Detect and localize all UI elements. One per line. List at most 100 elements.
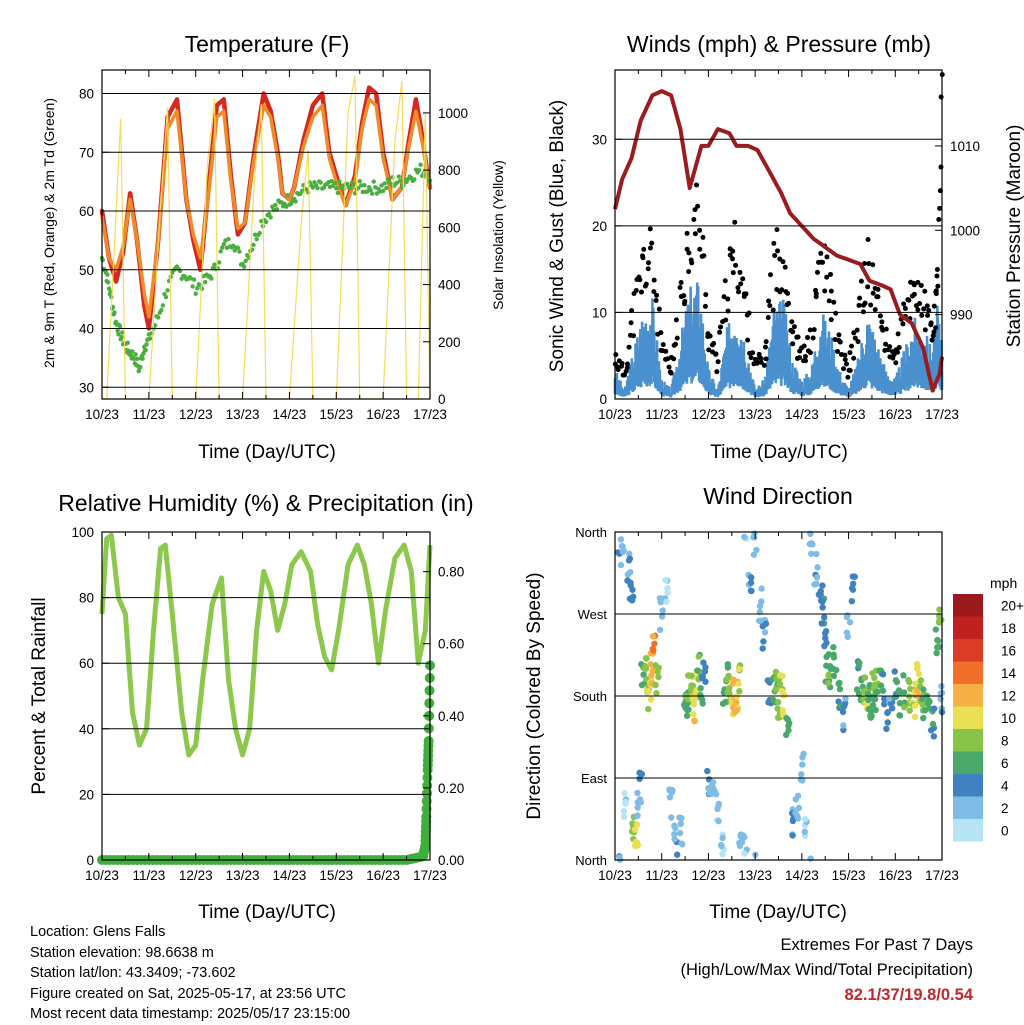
temperature-ytick-right-label-2: 400 bbox=[438, 278, 461, 293]
speed-legend-label-7: 14 bbox=[1001, 666, 1017, 681]
gust-point bbox=[935, 283, 941, 289]
gust-point bbox=[922, 288, 928, 294]
gust-point bbox=[775, 248, 781, 254]
direction-point bbox=[621, 813, 628, 821]
gust-point bbox=[758, 359, 764, 365]
temperature-ytick-label-0: 30 bbox=[79, 380, 94, 395]
winds-title: Winds (mph) & Pressure (mb) bbox=[627, 31, 931, 57]
temperature-xtick-label-5: 15/23 bbox=[319, 407, 353, 422]
gust-point bbox=[673, 317, 679, 323]
temperature-xtick-label-1: 11/23 bbox=[132, 407, 165, 422]
direction-point bbox=[849, 586, 857, 593]
direction-point bbox=[656, 626, 664, 634]
speed-legend-label-9: 18 bbox=[1001, 621, 1016, 636]
gust-point bbox=[902, 305, 908, 311]
direction-point bbox=[813, 550, 820, 558]
gust-point bbox=[754, 359, 760, 365]
direction-point bbox=[871, 696, 879, 703]
gust-point bbox=[785, 290, 791, 296]
gust-point bbox=[937, 205, 943, 211]
td2m-point bbox=[360, 189, 366, 195]
direction-point bbox=[622, 798, 629, 806]
gust-point bbox=[692, 231, 698, 237]
humidity-ytick-right-label-2: 0.40 bbox=[438, 709, 464, 724]
temperature-ytick-right-label-3: 600 bbox=[438, 220, 461, 235]
temperature-ytick-label-2: 50 bbox=[79, 263, 94, 278]
gust-point bbox=[915, 279, 921, 285]
direction-point bbox=[884, 709, 891, 717]
gust-point bbox=[653, 298, 659, 304]
gust-point bbox=[934, 273, 940, 279]
direction-point bbox=[807, 855, 814, 862]
td2m-point bbox=[274, 206, 280, 212]
direction-point bbox=[920, 686, 927, 693]
speed-legend-label-6: 12 bbox=[1001, 688, 1016, 703]
direction-point bbox=[772, 686, 779, 693]
gust-point bbox=[862, 300, 868, 306]
direction-point bbox=[621, 790, 628, 797]
winds-xtick-label-2: 12/23 bbox=[692, 407, 726, 422]
td2m-point bbox=[106, 280, 111, 285]
direction-point bbox=[664, 584, 671, 592]
td2m-point bbox=[148, 336, 153, 341]
direction-point bbox=[677, 820, 684, 828]
gust-point bbox=[715, 359, 721, 365]
direction-point bbox=[733, 698, 740, 706]
gust-point bbox=[895, 331, 901, 337]
td2m-point bbox=[243, 258, 248, 264]
gust-point bbox=[772, 253, 778, 259]
gust-point bbox=[624, 365, 630, 371]
humidity-series bbox=[97, 532, 435, 865]
gust-point bbox=[921, 306, 927, 312]
gust-point bbox=[663, 348, 669, 354]
direction-point bbox=[695, 653, 702, 660]
speed-legend-label-3: 6 bbox=[1001, 756, 1009, 771]
direction-point bbox=[879, 687, 887, 694]
direction-point bbox=[617, 561, 625, 569]
gust-point bbox=[671, 356, 677, 362]
direction-point bbox=[659, 607, 666, 614]
td2m-point bbox=[216, 260, 222, 265]
direction-point bbox=[809, 541, 816, 548]
gust-point bbox=[862, 261, 868, 267]
gust-point bbox=[911, 291, 917, 297]
direction-point bbox=[883, 725, 890, 733]
gust-point bbox=[918, 282, 924, 288]
gust-point bbox=[643, 281, 649, 287]
direction-point bbox=[741, 833, 748, 841]
direction-point bbox=[633, 821, 641, 828]
extremes-box: Extremes For Past 7 Days (High/Low/Max W… bbox=[680, 933, 973, 1008]
direction-point bbox=[634, 804, 641, 811]
speed-legend-swatch-7 bbox=[953, 661, 983, 684]
temperature-xtick-label-6: 16/23 bbox=[366, 407, 400, 422]
gust-point bbox=[828, 317, 834, 323]
direction-point bbox=[776, 681, 783, 688]
gust-point bbox=[730, 248, 736, 254]
direction-point bbox=[830, 654, 838, 661]
gust-point bbox=[845, 374, 851, 380]
speed-legend-label-2: 4 bbox=[1001, 778, 1009, 793]
direction-point bbox=[798, 771, 805, 778]
td2m-point bbox=[268, 215, 273, 220]
direction-point bbox=[704, 767, 711, 775]
gust-point bbox=[633, 287, 639, 293]
td2m-point bbox=[226, 236, 231, 242]
gust-point bbox=[748, 355, 754, 361]
gust-point bbox=[738, 281, 744, 287]
direction-point bbox=[821, 630, 829, 637]
gust-point bbox=[758, 356, 764, 362]
gust-point bbox=[917, 300, 923, 306]
station-info: Location: Glens Falls Station elevation:… bbox=[30, 922, 350, 1025]
gust-point bbox=[887, 344, 893, 350]
direction-point bbox=[645, 705, 652, 713]
direction-point bbox=[938, 616, 945, 624]
direction-point bbox=[920, 714, 927, 722]
gust-point bbox=[860, 309, 866, 315]
gust-point bbox=[833, 310, 839, 316]
humidity-ytick-right-label-1: 0.20 bbox=[438, 781, 464, 796]
direction-point bbox=[840, 722, 847, 729]
humidity-ytick-label-0: 0 bbox=[86, 853, 94, 868]
td2m-point bbox=[315, 185, 320, 191]
gust-point bbox=[619, 360, 625, 366]
gust-point bbox=[789, 319, 795, 325]
